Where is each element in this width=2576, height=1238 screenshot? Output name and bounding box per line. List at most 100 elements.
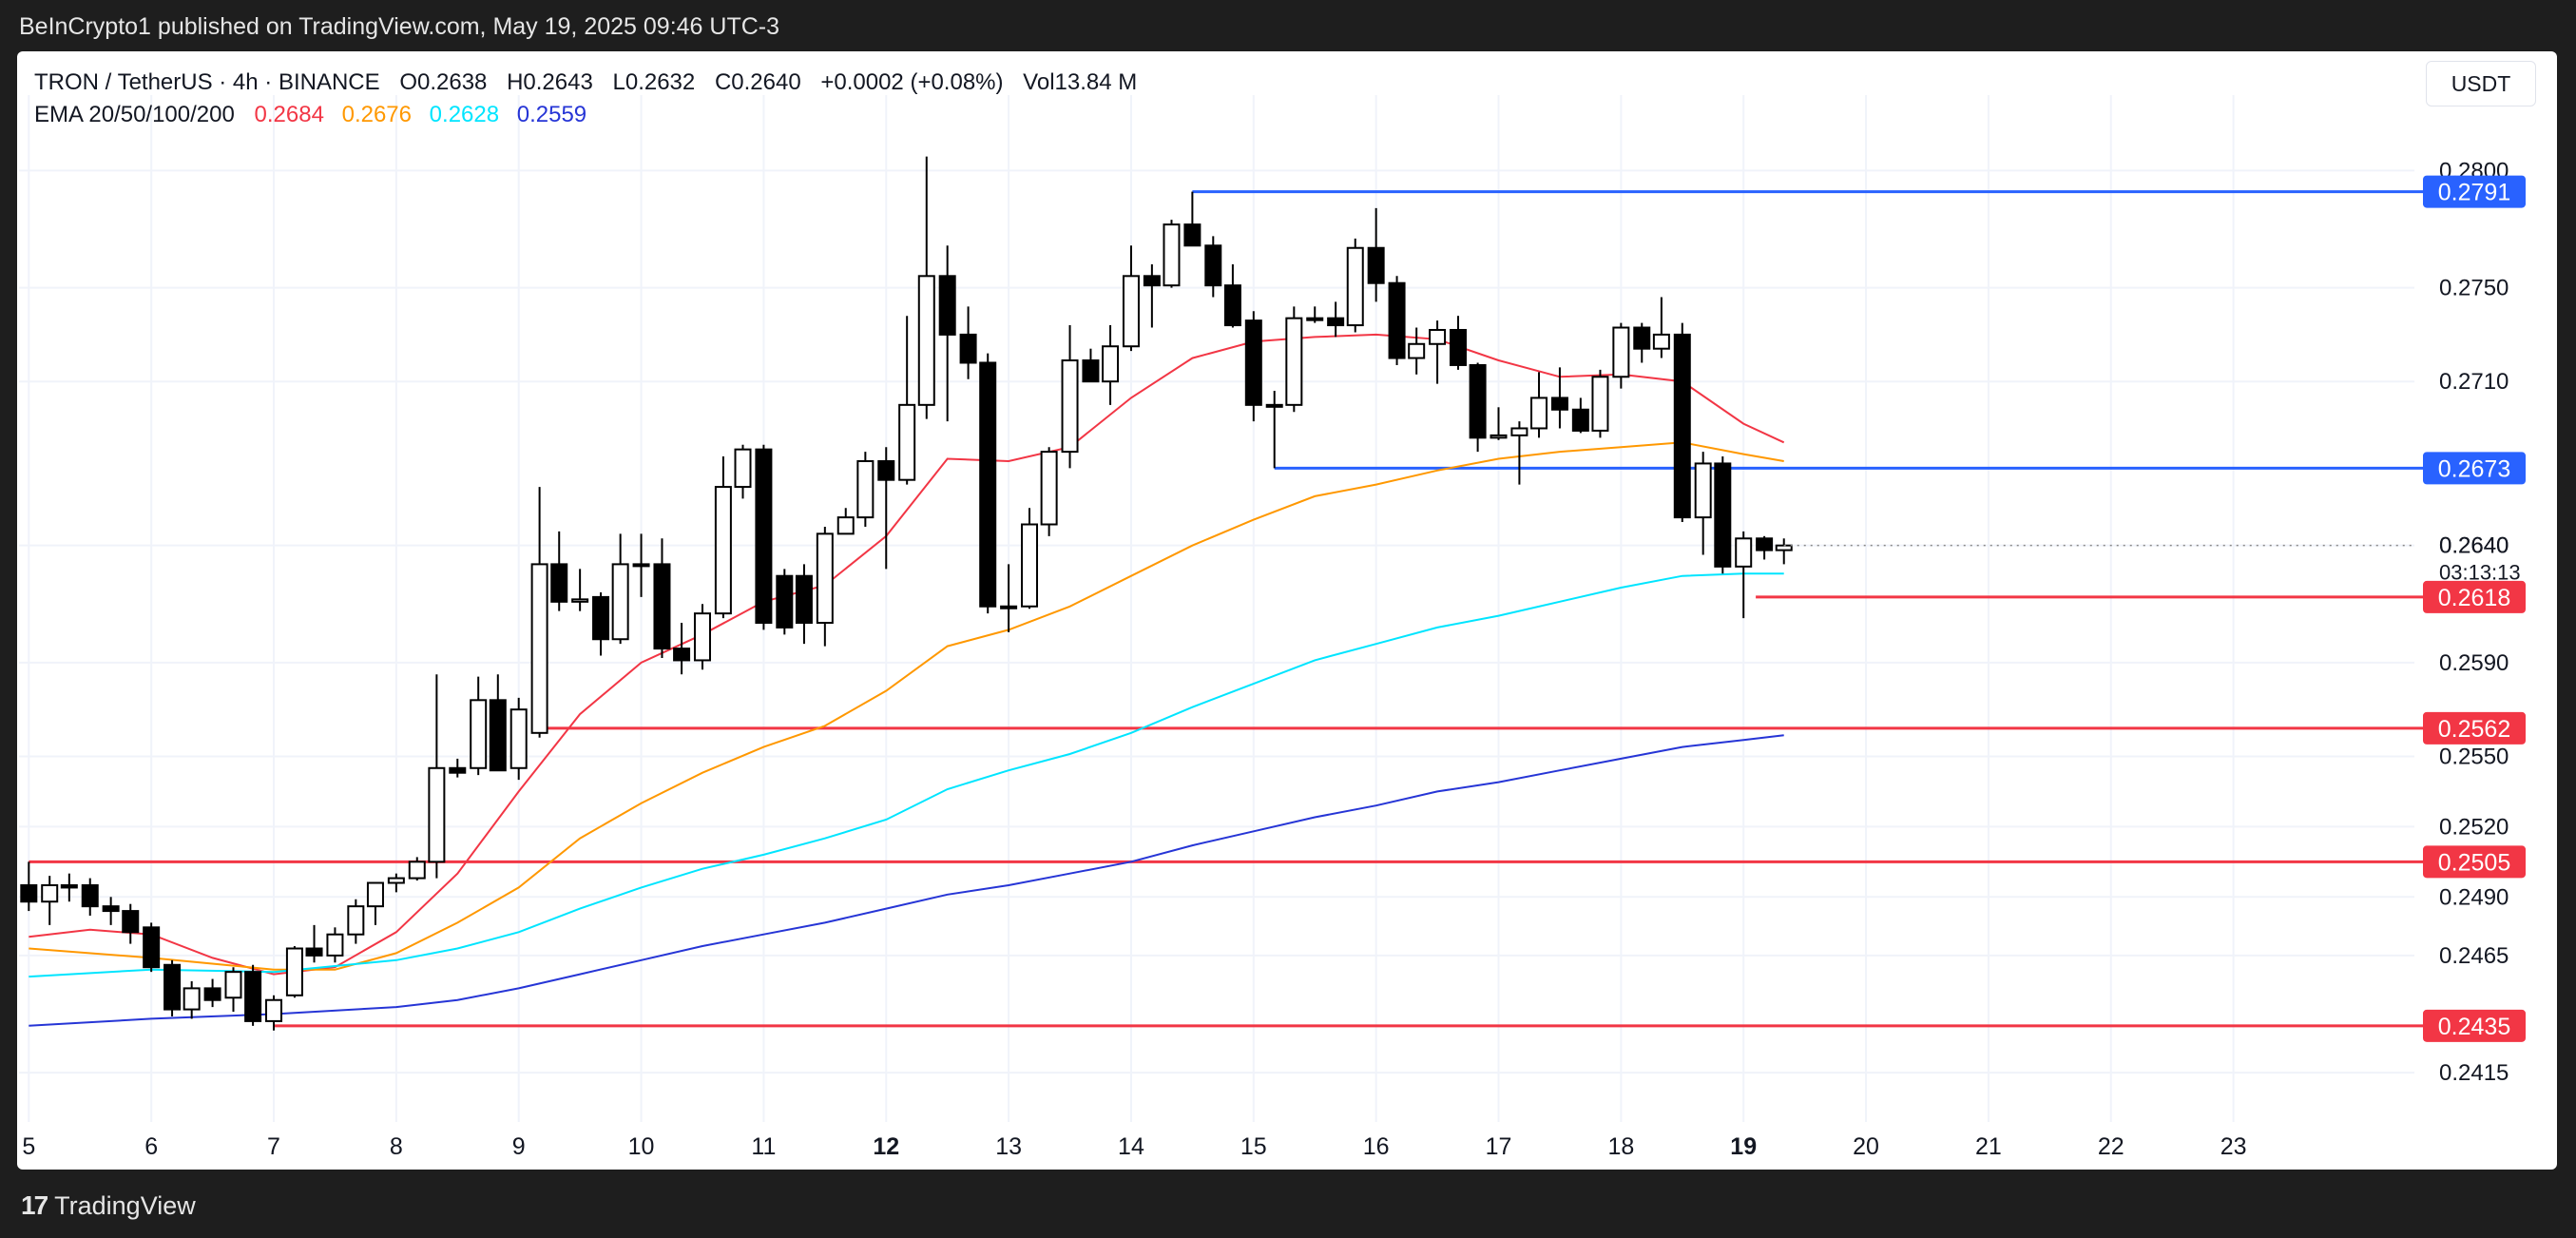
candle-body[interactable] xyxy=(470,699,488,769)
candle-body[interactable] xyxy=(102,905,120,913)
candle-body[interactable] xyxy=(632,563,650,568)
candle-body[interactable] xyxy=(1223,284,1241,327)
level-price-tag[interactable] xyxy=(2423,580,2526,613)
candle-body[interactable] xyxy=(387,877,405,884)
candle-body[interactable] xyxy=(836,516,855,535)
candle-body[interactable] xyxy=(1591,376,1609,432)
candle-body[interactable] xyxy=(1469,363,1487,439)
candle-body[interactable] xyxy=(183,987,201,1011)
level-price-tag[interactable] xyxy=(2423,175,2526,208)
candle-body[interactable] xyxy=(1061,359,1079,454)
candle-body[interactable] xyxy=(265,998,283,1022)
candle-body[interactable] xyxy=(571,598,589,603)
candle-body[interactable] xyxy=(143,926,161,969)
candle-body[interactable] xyxy=(81,883,99,908)
tradingview-brand[interactable]: 17 TradingView xyxy=(21,1190,196,1221)
candle-body[interactable] xyxy=(305,947,323,957)
ema-line[interactable] xyxy=(29,572,1784,978)
candle-body[interactable] xyxy=(714,486,732,615)
candle-body[interactable] xyxy=(1346,246,1364,327)
candle-body[interactable] xyxy=(449,766,467,774)
candle-body[interactable] xyxy=(1735,537,1753,568)
candle-body[interactable] xyxy=(653,563,671,650)
candle-body[interactable] xyxy=(877,459,895,481)
candle-body[interactable] xyxy=(326,933,344,957)
candle-body[interactable] xyxy=(1714,462,1732,568)
candle-body[interactable] xyxy=(795,574,813,625)
candle-body[interactable] xyxy=(408,861,426,880)
symbol-label[interactable]: TRON / TetherUS · 4h · BINANCE xyxy=(34,69,380,95)
candle-body[interactable] xyxy=(917,275,935,406)
candle-body[interactable] xyxy=(1694,462,1712,519)
candle-body[interactable] xyxy=(41,883,59,903)
level-price-tag[interactable] xyxy=(2423,452,2526,485)
candle-body[interactable] xyxy=(1490,434,1508,439)
ema-label[interactable]: EMA 20/50/100/200 xyxy=(34,102,235,127)
candle-body[interactable] xyxy=(1449,328,1467,366)
candle-body[interactable] xyxy=(1429,328,1447,345)
candle-body[interactable] xyxy=(1388,281,1406,359)
candle-body[interactable] xyxy=(1612,326,1630,378)
candle-body[interactable] xyxy=(1550,397,1568,411)
candle-body[interactable] xyxy=(550,563,568,603)
candle-body[interactable] xyxy=(1082,359,1100,383)
candle-body[interactable] xyxy=(203,987,221,1001)
candle-body[interactable] xyxy=(1183,223,1201,247)
candle-body[interactable] xyxy=(938,275,956,336)
candle-body[interactable] xyxy=(1265,403,1283,408)
candle-body[interactable] xyxy=(776,574,794,629)
candle-body[interactable] xyxy=(1163,223,1181,287)
ema-line[interactable] xyxy=(29,734,1784,1027)
candle-body[interactable] xyxy=(898,403,916,481)
candle-body[interactable] xyxy=(1571,408,1589,432)
candle-body[interactable] xyxy=(1530,397,1548,430)
candle-body[interactable] xyxy=(1408,342,1426,359)
ema-line[interactable] xyxy=(29,441,1784,971)
candle-body[interactable] xyxy=(1143,275,1161,287)
candle-body[interactable] xyxy=(1000,605,1018,609)
candle-body[interactable] xyxy=(1510,427,1528,436)
candle-body[interactable] xyxy=(285,947,303,996)
candle-body[interactable] xyxy=(856,459,875,519)
candle-body[interactable] xyxy=(755,448,773,624)
candle-body[interactable] xyxy=(673,648,691,662)
candle-body[interactable] xyxy=(1756,537,1774,551)
candle-body[interactable] xyxy=(60,883,78,889)
candle-body[interactable] xyxy=(1652,333,1670,350)
candle-body[interactable] xyxy=(734,448,752,489)
candle-body[interactable] xyxy=(366,881,384,908)
candle-body[interactable] xyxy=(347,905,365,936)
candle-body[interactable] xyxy=(1633,326,1651,350)
candle-body[interactable] xyxy=(1327,317,1345,327)
candle-body[interactable] xyxy=(428,766,446,863)
candle-body[interactable] xyxy=(489,699,507,772)
level-price-tag[interactable] xyxy=(2423,1009,2526,1042)
candle-body[interactable] xyxy=(163,963,182,1011)
level-price-tag[interactable] xyxy=(2423,711,2526,745)
candle-body[interactable] xyxy=(509,708,528,769)
candle-body[interactable] xyxy=(979,361,997,608)
candle-body[interactable] xyxy=(1244,319,1262,406)
ema-line[interactable] xyxy=(29,333,1785,976)
candle-body[interactable] xyxy=(1285,317,1303,406)
candle-body[interactable] xyxy=(693,612,711,662)
candle-body[interactable] xyxy=(1367,246,1385,284)
candle-body[interactable] xyxy=(1204,244,1222,287)
candle-body[interactable] xyxy=(611,563,629,641)
candle-body[interactable] xyxy=(1673,333,1691,519)
currency-button[interactable]: USDT xyxy=(2426,61,2536,106)
candle-body[interactable] xyxy=(1102,345,1120,383)
candle-body[interactable] xyxy=(530,563,548,734)
candle-body[interactable] xyxy=(224,971,242,999)
candle-body[interactable] xyxy=(959,333,977,364)
candle-body[interactable] xyxy=(592,595,610,641)
candle-body[interactable] xyxy=(1021,523,1039,608)
candle-body[interactable] xyxy=(816,532,834,625)
level-price-tag[interactable] xyxy=(2423,845,2526,879)
candle-body[interactable] xyxy=(1306,317,1324,321)
candle-body[interactable] xyxy=(244,971,262,1022)
candle-body[interactable] xyxy=(20,883,38,903)
candle-body[interactable] xyxy=(1040,451,1058,526)
candle-body[interactable] xyxy=(1122,275,1140,348)
